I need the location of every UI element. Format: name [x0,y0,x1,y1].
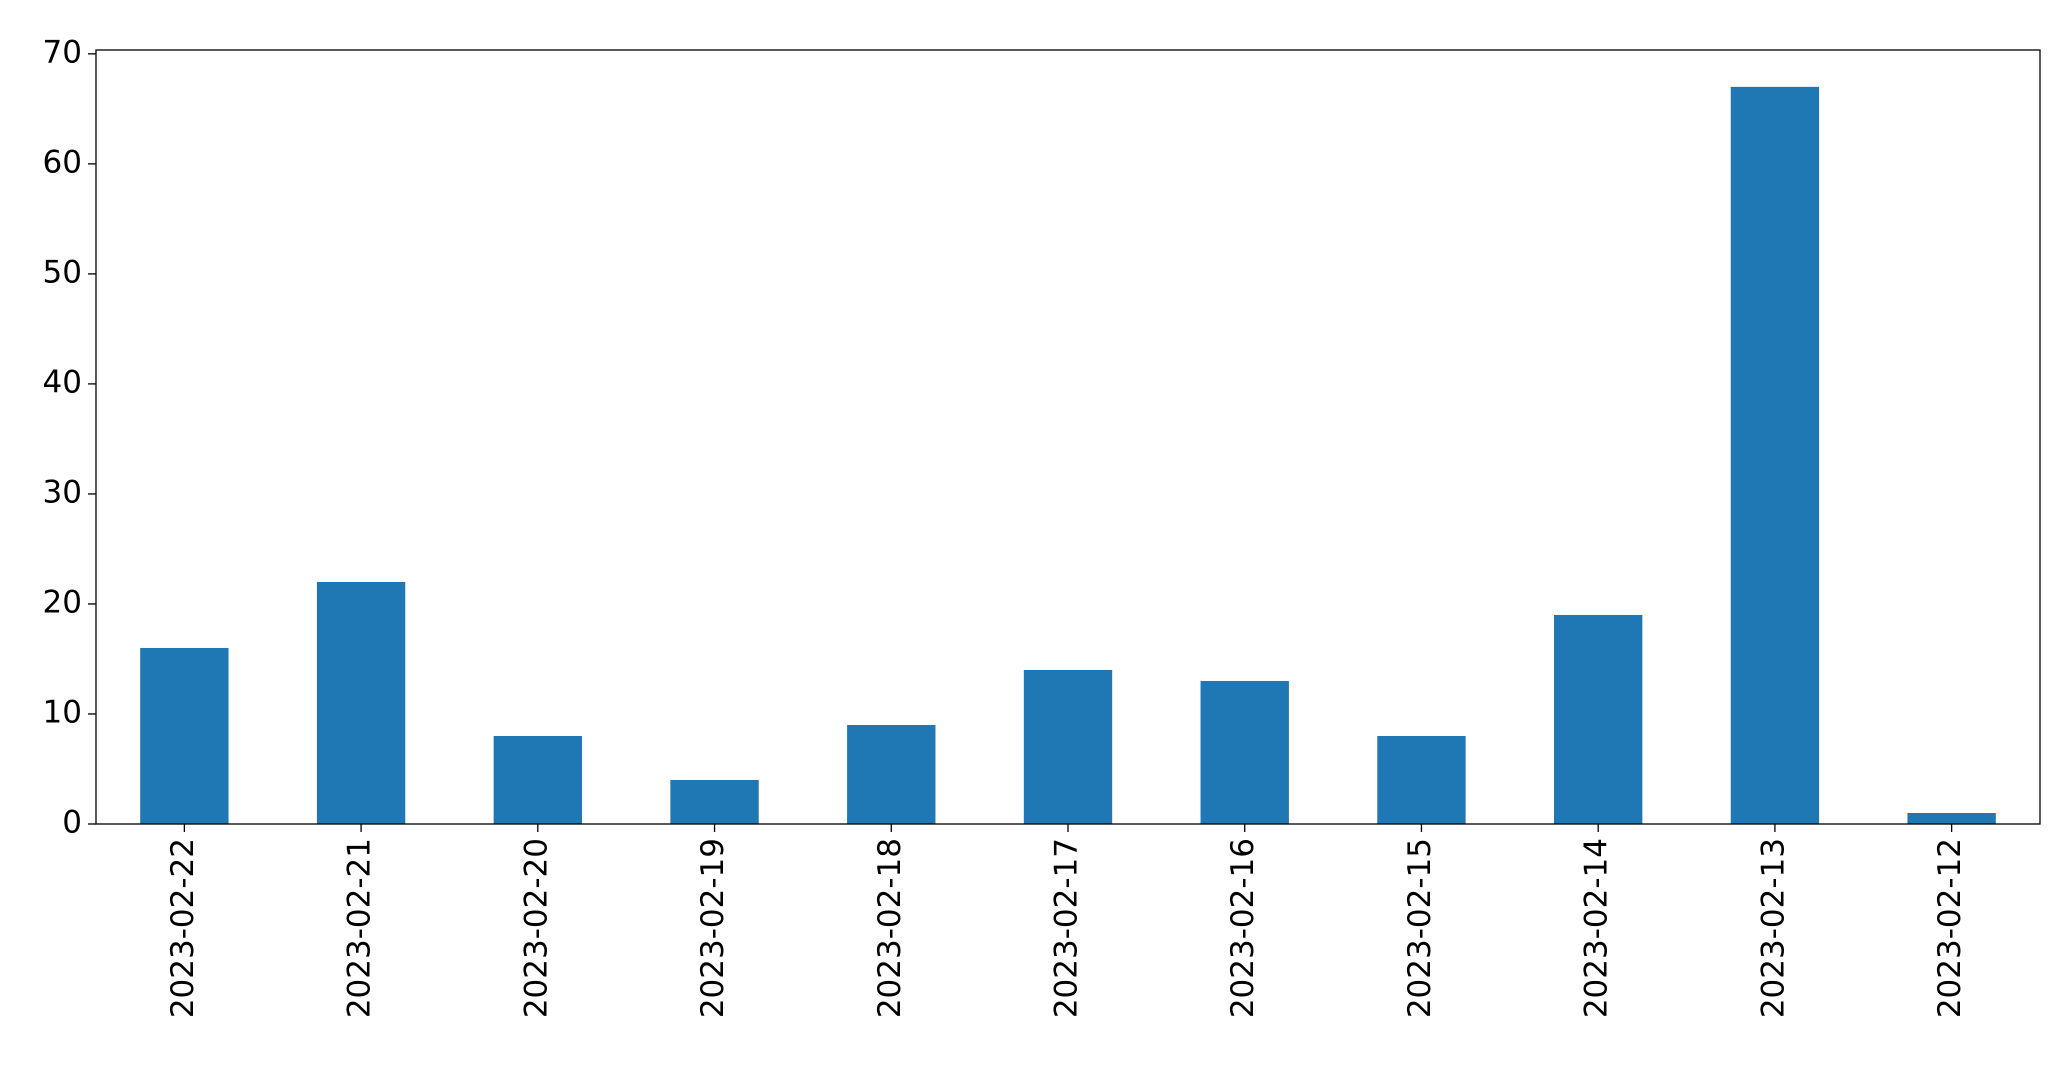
x-tick-label: 2023-02-19 [695,838,731,1018]
bar [140,647,229,824]
bar [1730,86,1820,825]
bar [1907,812,1996,824]
bar [493,735,582,824]
bar [1200,680,1289,824]
bar [1377,735,1466,824]
x-tick-label: 2023-02-16 [1225,838,1261,1018]
y-tick-label: 20 [43,584,82,620]
x-tick-label: 2023-02-13 [1755,838,1791,1018]
x-tick-label: 2023-02-18 [872,838,908,1018]
x-tick-label: 2023-02-17 [1049,838,1085,1018]
x-tick-label: 2023-02-14 [1579,838,1615,1018]
bar [847,724,936,824]
x-tick-label: 2023-02-15 [1402,838,1438,1018]
y-tick-label: 30 [43,474,82,510]
bar [670,779,759,824]
bar [316,581,406,824]
bar [1023,669,1113,824]
x-tick-label: 2023-02-22 [165,838,201,1018]
y-tick-label: 70 [43,34,82,70]
bar [1554,614,1643,824]
x-tick-label: 2023-02-12 [1932,838,1968,1018]
y-tick-label: 40 [43,364,82,400]
x-tick-label: 2023-02-21 [342,838,378,1018]
y-tick-label: 60 [43,144,82,180]
y-tick-label: 10 [43,694,82,730]
x-tick-label: 2023-02-20 [518,838,554,1018]
plot-frame [95,49,2041,825]
y-tick-label: 0 [62,805,82,841]
y-tick-label: 50 [43,254,82,290]
